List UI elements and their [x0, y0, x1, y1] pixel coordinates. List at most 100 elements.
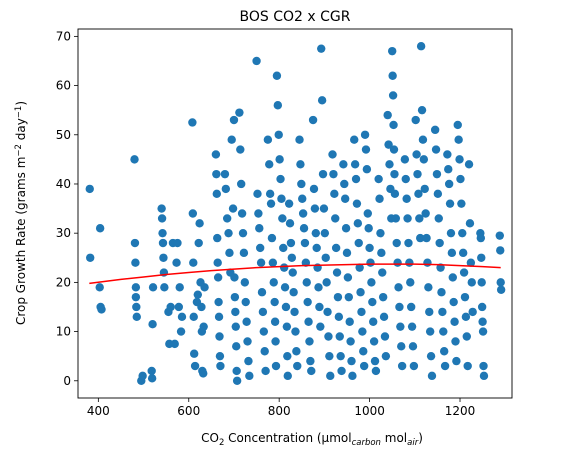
data-point: [306, 356, 315, 366]
data-point: [359, 347, 368, 356]
data-point: [478, 317, 487, 326]
data-point: [439, 327, 448, 336]
data-point: [343, 273, 353, 282]
data-point: [238, 228, 248, 238]
data-point: [312, 243, 321, 253]
data-point: [160, 283, 169, 292]
data-point: [188, 209, 198, 218]
data-point: [453, 120, 462, 130]
data-point: [220, 169, 230, 179]
data-point: [199, 322, 208, 331]
data-point: [477, 302, 487, 312]
data-point: [346, 337, 355, 346]
data-point: [315, 302, 324, 312]
data-point: [307, 366, 316, 376]
data-point: [97, 305, 106, 314]
data-point: [414, 189, 423, 199]
plot-frame: [77, 28, 513, 399]
data-point: [390, 169, 399, 179]
data-point: [425, 307, 434, 317]
data-point: [302, 278, 311, 287]
data-point: [479, 371, 489, 381]
data-point: [323, 307, 332, 317]
data-point: [253, 189, 262, 199]
data-point: [380, 332, 390, 341]
data-point: [166, 302, 175, 312]
data-point: [131, 283, 141, 292]
data-point: [243, 337, 252, 346]
data-point: [270, 297, 279, 307]
data-point: [276, 174, 285, 184]
data-point: [255, 224, 264, 233]
data-point: [478, 327, 488, 336]
data-point: [393, 258, 402, 267]
x-tick-label: 600: [177, 404, 200, 418]
data-point: [367, 278, 376, 287]
data-point: [271, 337, 280, 346]
data-point: [466, 258, 476, 267]
data-point: [176, 327, 186, 336]
data-point: [275, 155, 284, 164]
data-point: [365, 243, 374, 253]
data-point: [175, 283, 184, 292]
data-point: [293, 361, 302, 371]
data-point: [255, 243, 265, 253]
data-point: [281, 302, 291, 312]
data-point: [463, 361, 472, 371]
data-point: [131, 258, 140, 267]
data-point: [384, 140, 393, 149]
data-point: [400, 155, 410, 164]
data-point: [230, 292, 240, 302]
data-point: [288, 268, 297, 277]
data-point: [268, 258, 278, 267]
data-point: [324, 332, 333, 341]
data-point: [322, 278, 331, 287]
data-point: [419, 155, 429, 164]
data-point: [320, 228, 330, 238]
data-point: [389, 145, 399, 154]
data-point: [231, 307, 240, 317]
data-point: [340, 194, 350, 203]
data-point: [450, 317, 459, 326]
data-point: [216, 361, 225, 371]
data-point: [297, 179, 306, 189]
data-point: [359, 361, 369, 371]
data-point: [229, 115, 239, 125]
data-point: [277, 194, 286, 203]
data-point: [158, 228, 167, 238]
data-point: [340, 179, 349, 189]
data-point: [132, 302, 141, 312]
data-point: [421, 209, 430, 218]
data-point: [225, 248, 234, 258]
data-point: [477, 278, 486, 287]
data-point: [468, 307, 477, 317]
data-point: [296, 160, 305, 169]
data-point: [401, 174, 410, 184]
data-point: [389, 120, 398, 130]
data-point: [433, 189, 443, 199]
data-point: [326, 371, 335, 381]
data-point: [228, 204, 238, 213]
x-tick-label: 800: [268, 404, 291, 418]
data-point: [354, 238, 363, 248]
data-point: [273, 101, 283, 110]
data-point: [402, 194, 411, 203]
data-point: [370, 356, 380, 366]
data-point: [388, 91, 398, 100]
data-point: [274, 130, 283, 139]
data-point: [396, 322, 405, 331]
data-point: [378, 292, 388, 302]
data-point: [280, 283, 290, 292]
data-point: [215, 332, 224, 341]
data-point: [445, 199, 455, 208]
data-point: [318, 169, 328, 179]
data-point: [267, 233, 277, 243]
data-point: [374, 174, 383, 184]
data-point: [317, 96, 327, 105]
data-point: [221, 184, 231, 194]
data-point: [244, 356, 253, 366]
data-point: [395, 302, 404, 312]
data-point: [397, 361, 407, 371]
data-point: [404, 238, 413, 248]
